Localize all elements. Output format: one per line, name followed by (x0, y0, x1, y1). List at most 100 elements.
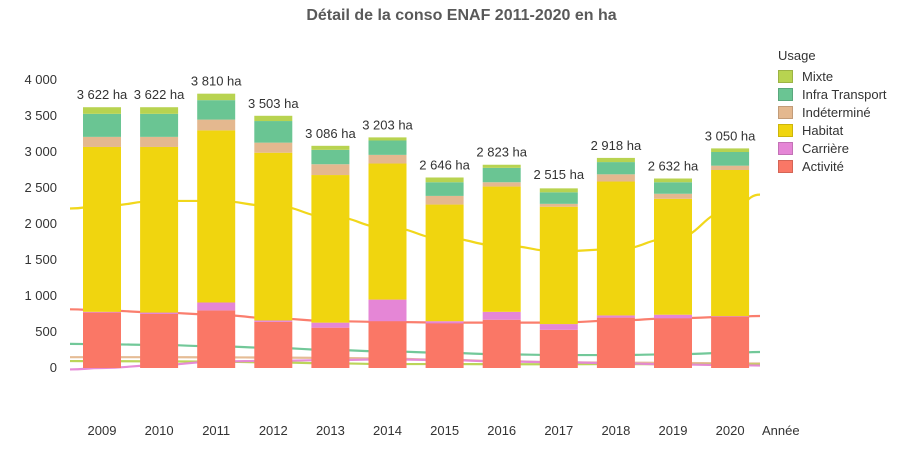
legend-title: Usage (778, 48, 816, 63)
chart-title: Détail de la conso ENAF 2011-2020 en ha (306, 7, 617, 24)
total-label: 3 050 ha (705, 128, 756, 143)
bar-stack (311, 145, 350, 368)
total-labels: 3 622 ha 3 622 ha 3 810 ha 3 503 ha 3 086 ha… (77, 74, 756, 182)
bar-segment (482, 311, 521, 320)
bar-segment (596, 317, 635, 368)
x-tick-label: 2018 (601, 423, 630, 438)
bar-segment (83, 107, 121, 114)
bar-segment (482, 182, 521, 187)
bar-stack (83, 107, 121, 368)
bar-segment (140, 113, 179, 137)
bar-segment (368, 140, 407, 155)
bar-segment (140, 312, 179, 314)
bar-segment (83, 146, 121, 312)
bar-segment (425, 182, 464, 196)
legend-item: Carrière (778, 139, 887, 157)
bar-segment (83, 311, 121, 313)
legend-swatch (778, 159, 793, 173)
x-axis: Année 2009 2010 2011 2012 2013 2014 2015 2016 20… (88, 423, 800, 438)
bar-segment (368, 137, 407, 141)
bar-segment (140, 107, 179, 114)
bar-segment (654, 193, 692, 199)
x-tick-label: 2017 (544, 423, 573, 438)
bar-stack (254, 115, 293, 368)
bar-segment (254, 121, 293, 143)
bar-segment (425, 177, 464, 183)
total-label: 2 646 ha (419, 157, 470, 172)
bar-segment (197, 93, 236, 101)
bar-segment (311, 149, 350, 165)
bar-segment (197, 100, 236, 120)
bar-segment (539, 192, 578, 204)
bar-stack (368, 137, 407, 368)
bar-segment (711, 152, 750, 166)
bar-segment (83, 113, 121, 137)
total-label: 2 632 ha (648, 158, 699, 173)
total-label: 2 918 ha (591, 138, 642, 153)
bar-segment (654, 198, 692, 315)
bar-segment (654, 318, 692, 368)
legend-label: Mixte (802, 68, 834, 84)
legend-items: Mixte Infra Transport Indéterminé Habitat Ca… (778, 67, 887, 175)
legend-label: Indéterminé (802, 104, 871, 120)
x-tick-label: 2019 (659, 423, 688, 438)
legend-swatch (778, 123, 793, 137)
bar-segment (482, 186, 521, 312)
bar-segment (83, 312, 121, 368)
bar-stack (140, 107, 179, 368)
legend-item: Activité (778, 157, 887, 175)
bar-segment (197, 302, 236, 311)
bar-segment (596, 174, 635, 182)
legend-item: Infra Transport (778, 85, 887, 103)
bar-segment (711, 316, 750, 368)
bar-segment (254, 115, 293, 122)
bar-stack (654, 178, 692, 368)
bar-segment (482, 319, 521, 368)
bar-segment (482, 167, 521, 183)
bar-segment (539, 188, 578, 193)
bar-segment (711, 170, 750, 317)
legend-swatch (778, 87, 793, 101)
bar-segment (654, 182, 692, 194)
bar-segment (425, 195, 464, 205)
legend-label: Carrière (802, 140, 849, 156)
x-tick-label: 2011 (202, 423, 230, 438)
bar-segment (311, 322, 350, 328)
bar-segment (254, 152, 293, 321)
x-tick-label: 2016 (487, 423, 516, 438)
legend-swatch (778, 105, 793, 119)
bar-stack (711, 148, 750, 368)
bar-segment (311, 327, 350, 368)
bar-segment (711, 316, 750, 317)
legend-label: Activité (802, 158, 844, 174)
total-label: 2 515 ha (533, 167, 584, 182)
total-label: 3 503 ha (248, 96, 299, 111)
bar-segment (596, 157, 635, 163)
bar-segment (197, 130, 236, 303)
bar-segment (482, 164, 521, 168)
bar-segment (539, 203, 578, 207)
bar-stacks (83, 93, 750, 368)
bar-stack (539, 188, 578, 368)
y-tick-label: 2 000 (24, 216, 57, 231)
legend-label: Habitat (802, 122, 844, 138)
x-tick-label: 2020 (716, 423, 745, 438)
y-tick-label: 0 (50, 360, 57, 375)
bar-segment (654, 178, 692, 183)
x-tick-label: 2012 (259, 423, 288, 438)
x-tick-label: 2010 (145, 423, 174, 438)
bar-segment (425, 204, 464, 322)
y-tick-label: 500 (35, 324, 57, 339)
y-tick-label: 3 000 (24, 144, 57, 159)
bar-stack (482, 164, 521, 368)
bar-segment (596, 315, 635, 318)
x-tick-label: 2014 (373, 423, 402, 438)
total-label: 3 203 ha (362, 117, 413, 132)
y-tick-label: 2 500 (24, 180, 57, 195)
x-axis-title: Année (762, 423, 800, 438)
bar-segment (654, 314, 692, 319)
legend-swatch (778, 141, 793, 155)
bar-segment (368, 154, 407, 164)
bar-segment (596, 181, 635, 316)
